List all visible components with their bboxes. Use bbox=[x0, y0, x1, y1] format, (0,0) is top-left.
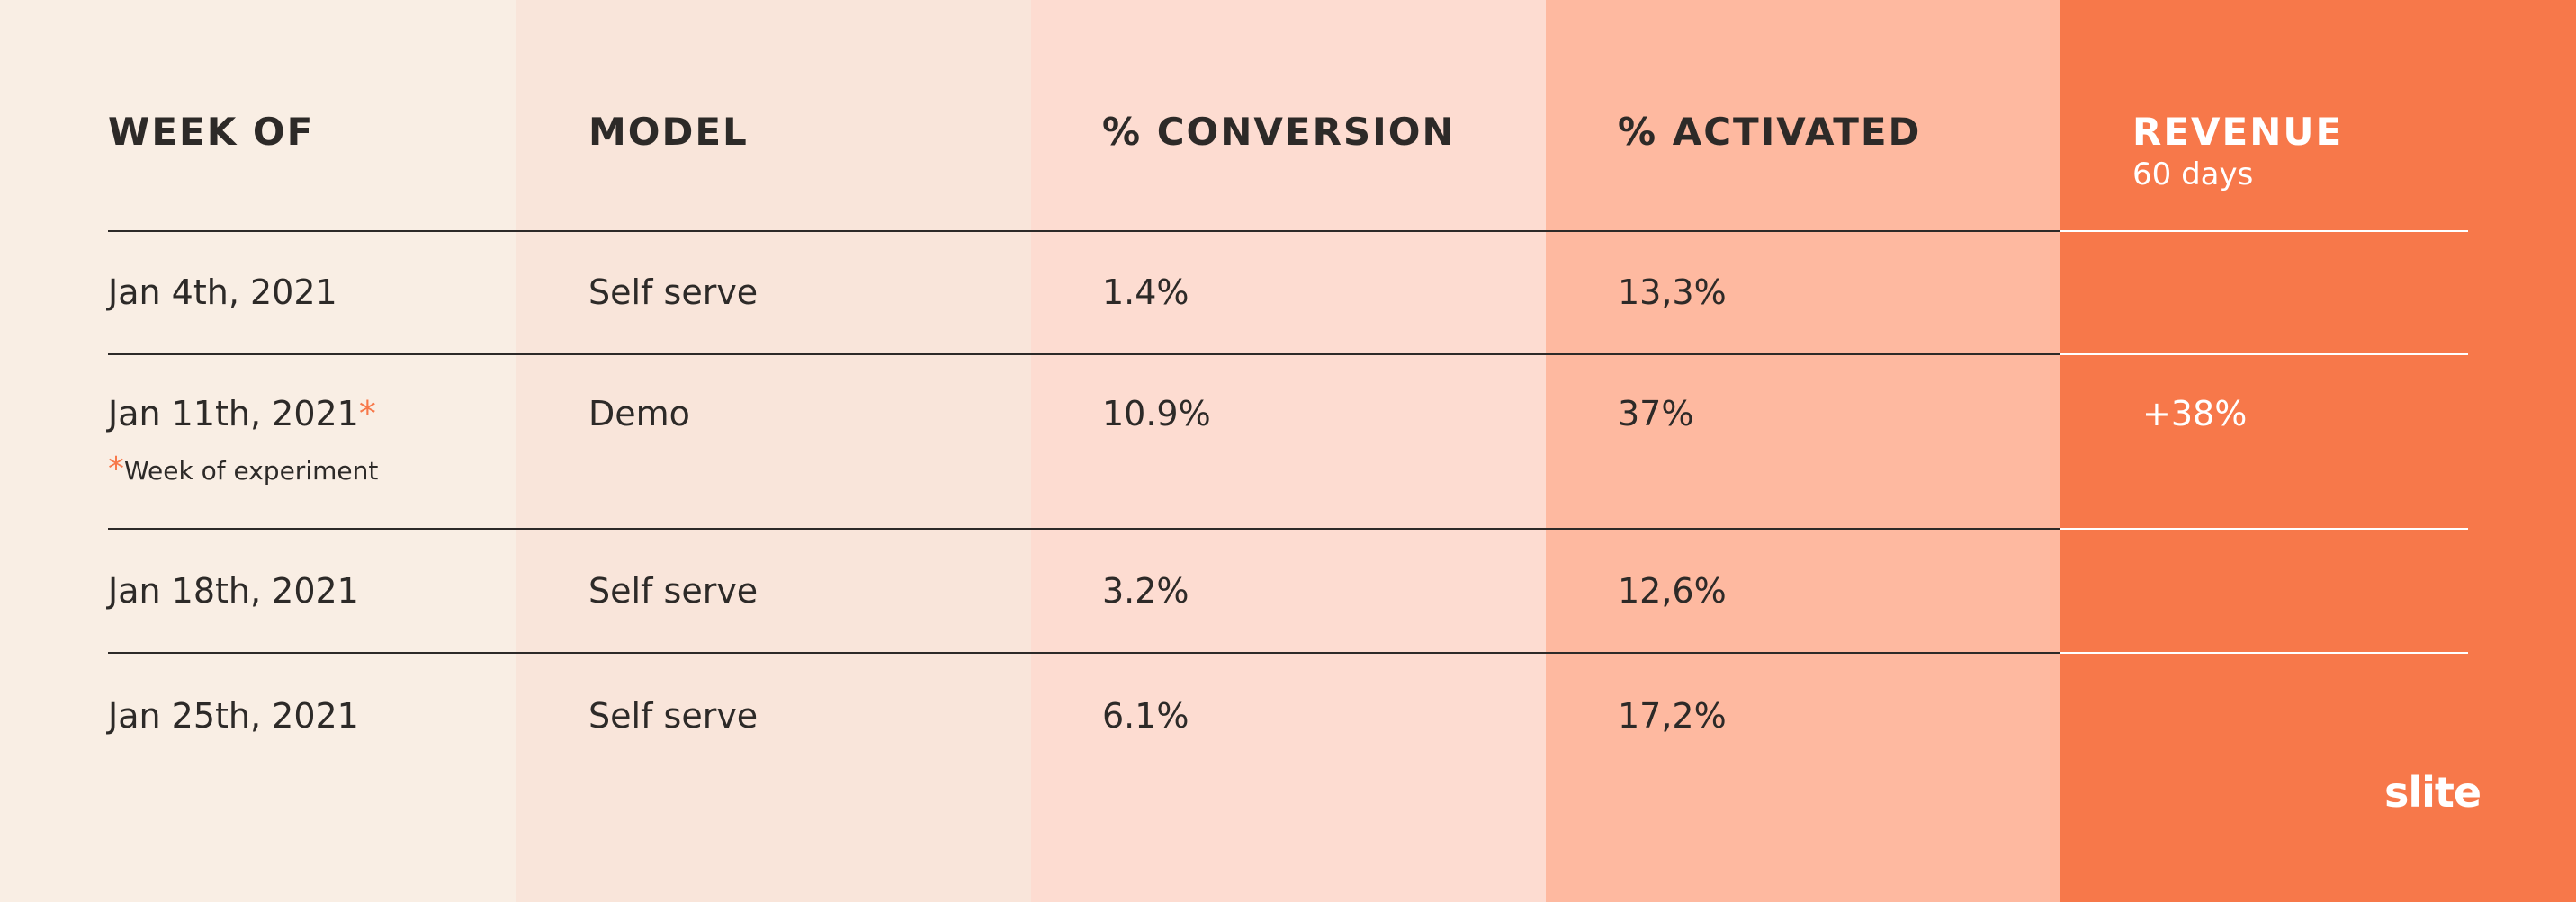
cell: 1.4% bbox=[1102, 272, 1189, 312]
cell: 37% bbox=[1618, 394, 1694, 433]
column-bg bbox=[1031, 0, 1546, 902]
cell: 13,3% bbox=[1618, 272, 1727, 312]
footnote-text: Week of experiment bbox=[124, 456, 379, 486]
row-divider bbox=[2060, 230, 2468, 232]
cell: Self serve bbox=[588, 272, 758, 312]
column-header: % ACTIVATED bbox=[1618, 110, 1922, 154]
row-divider bbox=[2060, 353, 2468, 355]
column-bg bbox=[516, 0, 1031, 902]
row-divider bbox=[2060, 652, 2468, 654]
footnote-marker: * bbox=[358, 394, 376, 433]
cell: Jan 18th, 2021 bbox=[108, 571, 359, 611]
cell: +38% bbox=[2142, 394, 2248, 433]
row-divider bbox=[108, 230, 2060, 232]
row-divider bbox=[2060, 528, 2468, 530]
row-divider bbox=[108, 353, 2060, 355]
footnote-marker: * bbox=[108, 451, 124, 487]
column-bg bbox=[1546, 0, 2060, 902]
cell: 12,6% bbox=[1618, 571, 1727, 611]
footnote: *Week of experiment bbox=[108, 453, 378, 486]
column-header: REVENUE bbox=[2132, 110, 2344, 154]
row-divider bbox=[108, 652, 2060, 654]
column-bg bbox=[0, 0, 516, 902]
cell: 6.1% bbox=[1102, 696, 1189, 736]
column-subheader: 60 days bbox=[2132, 156, 2254, 192]
column-header: WEEK OF bbox=[108, 110, 315, 154]
brand-logo: slite bbox=[2384, 768, 2482, 817]
cell: 3.2% bbox=[1102, 571, 1189, 611]
column-header: % CONVERSION bbox=[1102, 110, 1456, 154]
row-divider bbox=[108, 528, 2060, 530]
column-bg bbox=[2060, 0, 2576, 902]
cell: Jan 11th, 2021* bbox=[108, 394, 376, 433]
cell: Jan 25th, 2021 bbox=[108, 696, 359, 736]
cell: Demo bbox=[588, 394, 690, 433]
cell: 17,2% bbox=[1618, 696, 1727, 736]
cell: 10.9% bbox=[1102, 394, 1211, 433]
cell: Jan 4th, 2021 bbox=[108, 272, 337, 312]
cell: Self serve bbox=[588, 571, 758, 611]
column-header: MODEL bbox=[588, 110, 749, 154]
cell: Self serve bbox=[588, 696, 758, 736]
